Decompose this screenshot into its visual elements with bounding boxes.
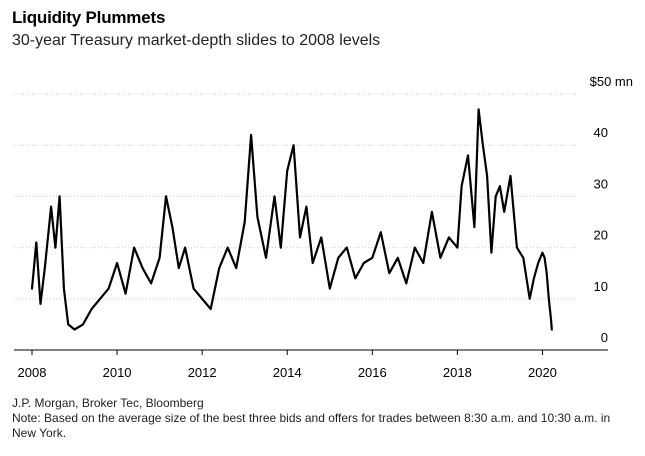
series-line-0 [30,108,553,331]
line-chart: 0 10 20 30 40 $50 mn 2008 2010 2012 2014 2016 2018… [14,74,633,380]
chart-subtitle: 30-year Treasury market-depth slides to … [12,32,381,49]
methodology-note: Note: Based on the average size of the b… [12,411,611,440]
x-tick-label-2010: 2010 [103,365,132,380]
y-tick-label-30: 30 [594,176,608,191]
series-line-layer [30,108,553,331]
y-tick-label-20: 20 [594,228,608,243]
source-note: J.P. Morgan, Broker Tec, Bloomberg [12,396,204,410]
y-tick-label-10: 10 [594,279,608,294]
chart-title: Liquidity Plummets [12,8,166,27]
x-tick-label-2008: 2008 [18,365,47,380]
x-tick-label-2016: 2016 [358,365,387,380]
x-tick-label-2014: 2014 [273,365,302,380]
x-tick-label-2012: 2012 [188,365,217,380]
x-tick-label-2018: 2018 [443,365,472,380]
y-axis-tick-labels: 0 10 20 30 40 $50 mn [590,74,633,345]
y-tick-label-0: 0 [601,330,608,345]
x-axis-tick-labels: 2008 2010 2012 2014 2016 2018 2020 [18,365,557,380]
y-tick-label-40: 40 [594,125,608,140]
x-tick-label-2020: 2020 [528,365,557,380]
y-unit-label: $50 mn [590,74,633,89]
grid-lines [14,93,608,355]
